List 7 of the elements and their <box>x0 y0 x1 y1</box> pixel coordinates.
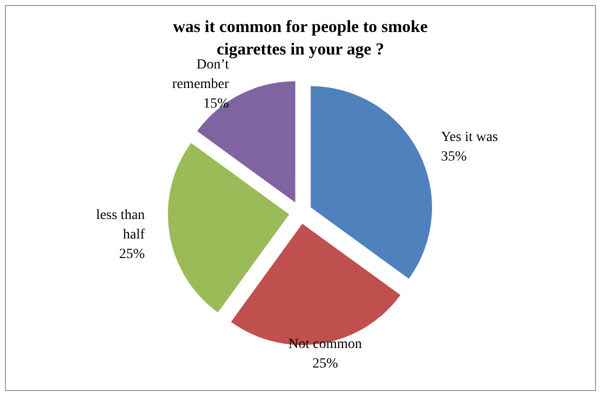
slice-label: Don’t remember <box>172 58 230 92</box>
slice-label: Yes it was <box>440 130 498 146</box>
chart-title: was it common for people to smoke cigarettes in your age ? <box>173 17 428 59</box>
slice-label: less than half <box>96 208 146 243</box>
data-label: 25% <box>119 246 146 262</box>
data-label: 25% <box>312 356 338 372</box>
data-label: 35% <box>440 150 467 165</box>
